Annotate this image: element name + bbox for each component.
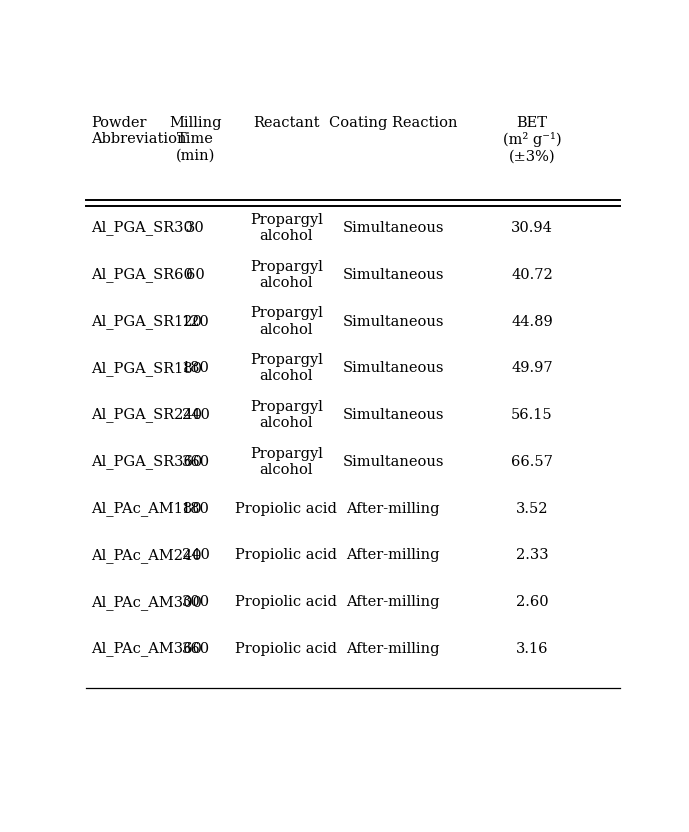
Text: After-milling: After-milling: [347, 641, 440, 656]
Text: 240: 240: [182, 408, 209, 422]
Text: Propargyl
alcohol: Propargyl alcohol: [250, 213, 323, 243]
Text: Simultaneous: Simultaneous: [342, 268, 444, 282]
Text: Al_PGA_SR360: Al_PGA_SR360: [92, 454, 203, 469]
Text: Milling
Time
(min): Milling Time (min): [169, 116, 222, 162]
Text: BET
(m² g⁻¹)
(±3%): BET (m² g⁻¹) (±3%): [503, 116, 562, 163]
Text: 180: 180: [182, 502, 209, 516]
Text: Al_PAc_AM180: Al_PAc_AM180: [92, 501, 202, 516]
Text: Propargyl
alcohol: Propargyl alcohol: [250, 400, 323, 430]
Text: After-milling: After-milling: [347, 502, 440, 516]
Text: Al_PAc_AM240: Al_PAc_AM240: [92, 548, 202, 562]
Text: 30: 30: [186, 221, 205, 235]
Text: Al_PAc_AM360: Al_PAc_AM360: [92, 641, 203, 656]
Text: Propiolic acid: Propiolic acid: [236, 502, 338, 516]
Text: Simultaneous: Simultaneous: [342, 361, 444, 375]
Text: 300: 300: [181, 595, 209, 609]
Text: Al_PGA_SR180: Al_PGA_SR180: [92, 361, 203, 376]
Text: Al_PGA_SR240: Al_PGA_SR240: [92, 408, 203, 423]
Text: 360: 360: [181, 455, 209, 468]
Text: Reactant: Reactant: [253, 116, 320, 130]
Text: Propiolic acid: Propiolic acid: [236, 595, 338, 609]
Text: Simultaneous: Simultaneous: [342, 408, 444, 422]
Text: Al_PGA_SR30: Al_PGA_SR30: [92, 220, 194, 235]
Text: Simultaneous: Simultaneous: [342, 455, 444, 468]
Text: 180: 180: [182, 361, 209, 375]
Text: 2.60: 2.60: [515, 595, 548, 609]
Text: 120: 120: [182, 314, 209, 329]
Text: Al_PGA_SR120: Al_PGA_SR120: [92, 314, 203, 329]
Text: Propargyl
alcohol: Propargyl alcohol: [250, 447, 323, 477]
Text: 360: 360: [181, 641, 209, 656]
Text: Simultaneous: Simultaneous: [342, 221, 444, 235]
Text: 30.94: 30.94: [511, 221, 553, 235]
Text: 49.97: 49.97: [511, 361, 553, 375]
Text: Al_PGA_SR60: Al_PGA_SR60: [92, 267, 194, 282]
Text: 44.89: 44.89: [511, 314, 553, 329]
Text: Propargyl
alcohol: Propargyl alcohol: [250, 260, 323, 290]
Text: Propargyl
alcohol: Propargyl alcohol: [250, 306, 323, 337]
Text: Propiolic acid: Propiolic acid: [236, 548, 338, 562]
Text: 240: 240: [182, 548, 209, 562]
Text: Coating Reaction: Coating Reaction: [329, 116, 457, 130]
Text: Al_PAc_AM300: Al_PAc_AM300: [92, 595, 203, 610]
Text: 3.16: 3.16: [516, 641, 548, 656]
Text: 66.57: 66.57: [511, 455, 553, 468]
Text: 2.33: 2.33: [515, 548, 548, 562]
Text: 40.72: 40.72: [511, 268, 553, 282]
Text: After-milling: After-milling: [347, 595, 440, 609]
Text: Simultaneous: Simultaneous: [342, 314, 444, 329]
Text: After-milling: After-milling: [347, 548, 440, 562]
Text: 3.52: 3.52: [516, 502, 548, 516]
Text: Propargyl
alcohol: Propargyl alcohol: [250, 353, 323, 384]
Text: Propiolic acid: Propiolic acid: [236, 641, 338, 656]
Text: Powder
Abbreviation: Powder Abbreviation: [92, 116, 187, 146]
Text: 56.15: 56.15: [511, 408, 553, 422]
Text: 60: 60: [186, 268, 205, 282]
